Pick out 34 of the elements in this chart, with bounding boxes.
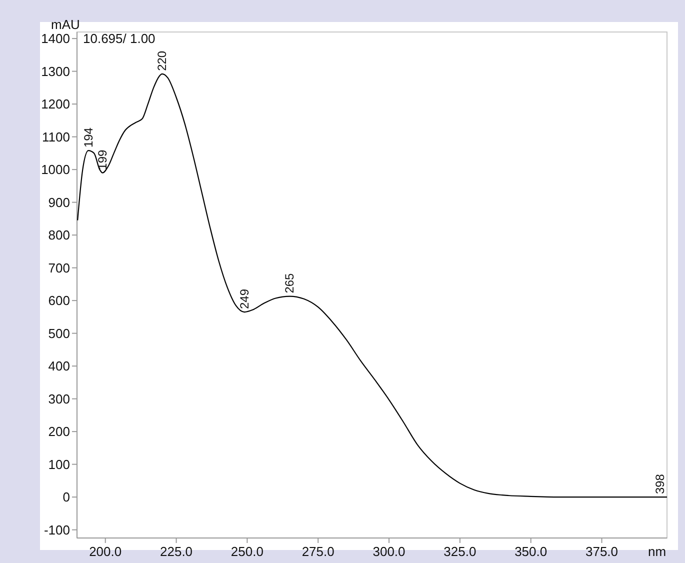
- annotation: 194: [81, 127, 96, 148]
- annotation: 265: [282, 272, 297, 294]
- y-tick-label: 1100: [42, 129, 70, 144]
- x-tick-label: 200.0: [89, 544, 122, 559]
- y-tick-label: 1200: [41, 96, 70, 112]
- y-tick-label: 300: [48, 391, 70, 406]
- x-tick-label: 300.0: [372, 544, 406, 559]
- x-tick-label: 325.0: [444, 544, 476, 559]
- x-tick-label: 350.0: [514, 544, 548, 559]
- x-axis-title: nm: [648, 544, 666, 559]
- x-tick-label: 225.0: [160, 544, 193, 559]
- y-tick-label: 1400: [41, 31, 70, 46]
- annotation: 398: [653, 474, 667, 494]
- y-tick-label: 0: [62, 490, 70, 505]
- x-tick-label: 250.0: [230, 544, 264, 559]
- y-tick-label: 600: [48, 293, 70, 308]
- y-tick-label: 800: [48, 228, 70, 243]
- y-tick-label: 1300: [41, 64, 70, 79]
- x-tick-label: 375.0: [585, 544, 618, 559]
- y-tick-label: 900: [48, 194, 70, 210]
- y-axis-title: mAU: [51, 17, 80, 32]
- y-tick-label: 400: [48, 358, 70, 374]
- annotation: 199: [96, 149, 110, 170]
- annotation: 220: [155, 50, 170, 71]
- y-tick-label: 100: [48, 456, 70, 472]
- y-tick-label: 200: [48, 424, 70, 440]
- y-tick-label: 1000: [41, 162, 70, 178]
- y-tick-label: -100: [44, 522, 70, 538]
- y-tick-label: 700: [48, 260, 70, 276]
- annotation: 10.695/ 1.00: [83, 31, 156, 46]
- line-series: [77, 73, 668, 498]
- annotation: 249: [237, 288, 252, 310]
- y-tick-label: 500: [48, 326, 70, 341]
- x-tick-label: 275.0: [302, 544, 334, 559]
